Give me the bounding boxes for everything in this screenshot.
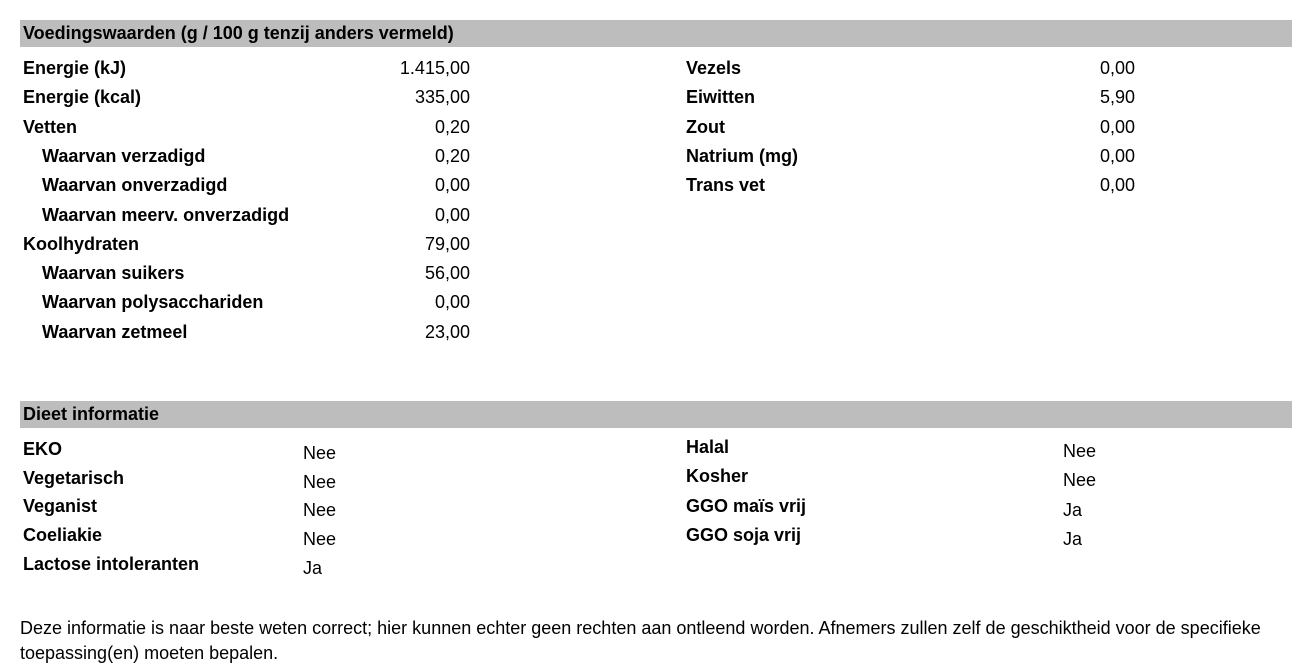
spec-row: Eiwitten 5,90 (686, 87, 1135, 108)
row-value: Nee (303, 471, 337, 492)
row-label: Coeliakie (23, 525, 103, 546)
spec-row: Coeliakie Nee (23, 525, 470, 549)
row-label: Veganist (23, 496, 98, 517)
spec-row: Veganist Nee (23, 496, 470, 520)
row-value: 0,20 (434, 145, 470, 166)
row-value: 0,00 (434, 292, 470, 313)
row-label: Koolhydraten (23, 233, 140, 254)
spec-row: Vetten 0,20 (23, 117, 470, 138)
row-value: Nee (303, 500, 337, 521)
nutrition-left-column: Energie (kJ) 1.415,00 Energie (kcal) 335,00… (23, 58, 470, 388)
nutrition-right-column: Vezels 0,00 Eiwitten 5,90 Zout 0,00 Natrium (m… (686, 58, 1135, 218)
row-value: 0,00 (1099, 116, 1135, 137)
diet-section-header: Dieet informatie (20, 401, 1292, 428)
row-label: Waarvan verzadigd (42, 145, 206, 166)
diet-right-column: Halal Nee Kosher Nee GGO maïs vrij Ja GGO soja… (686, 437, 1133, 562)
spec-row: Waarvan polysacchariden 0,00 (23, 292, 470, 313)
row-label: Eiwitten (686, 87, 756, 108)
row-label: Halal (686, 437, 730, 457)
row-value: 0,00 (1099, 58, 1135, 78)
spec-row: Trans vet 0,00 (686, 175, 1135, 196)
row-value: Nee (1063, 470, 1097, 491)
row-label: Vegetarisch (23, 467, 125, 488)
row-value: 1.415,00 (399, 58, 470, 78)
row-value: 79,00 (424, 233, 470, 254)
row-label: Waarvan suikers (42, 263, 185, 284)
spec-row: Koolhydraten 79,00 (23, 234, 470, 255)
nutrition-section-header: Voedingswaarden (g / 100 g tenzij anders… (20, 20, 1292, 47)
spec-row: Lactose intoleranten Ja (23, 553, 470, 578)
row-label: EKO (23, 439, 63, 459)
diet-left-column: EKO Nee Vegetarisch Nee Veganist Nee Coeliakie… (23, 439, 470, 589)
spec-row: Energie (kcal) 335,00 (23, 87, 470, 108)
spec-row: Kosher Nee (686, 466, 1133, 490)
row-value: 56,00 (424, 263, 470, 284)
row-label: Trans vet (686, 175, 766, 196)
row-label: Vetten (23, 116, 78, 137)
spec-row: Waarvan meerv. onverzadigd 0,00 (23, 205, 470, 226)
spec-row: Waarvan zetmeel 23,00 (23, 322, 470, 343)
row-label: Zout (686, 116, 725, 137)
row-label: Natrium (mg) (686, 145, 798, 166)
row-value: Ja (1063, 499, 1083, 520)
spec-row: Halal Nee (686, 437, 1133, 461)
row-value: 0,00 (434, 175, 470, 196)
row-label: Waarvan meerv. onverzadigd (42, 204, 290, 225)
spec-row: Vegetarisch Nee (23, 467, 470, 492)
row-label: Vezels (686, 58, 742, 78)
row-label: Lactose intoleranten (23, 553, 200, 574)
row-label: Waarvan polysacchariden (42, 292, 264, 313)
spec-row: Waarvan onverzadigd 0,00 (23, 175, 470, 196)
row-label: GGO soja vrij (686, 524, 802, 545)
row-value: Nee (303, 529, 337, 550)
row-value: 0,00 (1099, 175, 1135, 196)
row-label: GGO maïs vrij (686, 495, 807, 516)
spec-row: Vezels 0,00 (686, 58, 1135, 79)
row-value: 5,90 (1099, 87, 1135, 108)
row-value: Nee (1063, 441, 1097, 461)
spec-row: GGO soja vrij Ja (686, 524, 1133, 549)
spec-row: Waarvan verzadigd 0,20 (23, 146, 470, 167)
row-value: 23,00 (424, 321, 470, 342)
row-value: Ja (1063, 528, 1083, 549)
row-label: Waarvan zetmeel (42, 321, 188, 342)
row-label: Kosher (686, 466, 749, 487)
row-value: 335,00 (414, 87, 470, 108)
row-value: Nee (303, 443, 337, 463)
spec-row: GGO maïs vrij Ja (686, 495, 1133, 520)
row-label: Energie (kJ) (23, 58, 127, 78)
spec-row: Natrium (mg) 0,00 (686, 146, 1135, 167)
spec-row: EKO Nee (23, 439, 470, 463)
spec-row: Waarvan suikers 56,00 (23, 263, 470, 284)
spec-row: Zout 0,00 (686, 117, 1135, 138)
row-value: 0,20 (434, 116, 470, 137)
row-label: Waarvan onverzadigd (42, 175, 228, 196)
spec-row: Energie (kJ) 1.415,00 (23, 58, 470, 79)
disclaimer-text: Deze informatie is naar beste weten corr… (20, 618, 1261, 663)
row-value: Ja (303, 557, 323, 578)
row-label: Energie (kcal) (23, 87, 142, 108)
row-value: 0,00 (434, 204, 470, 225)
row-value: 0,00 (1099, 145, 1135, 166)
